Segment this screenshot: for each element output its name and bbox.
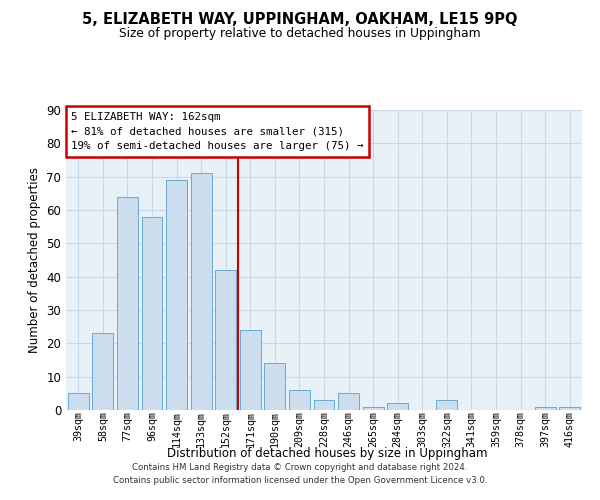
Text: 5, ELIZABETH WAY, UPPINGHAM, OAKHAM, LE15 9PQ: 5, ELIZABETH WAY, UPPINGHAM, OAKHAM, LE1… [82,12,518,28]
Bar [166,180,187,410]
Bar [142,216,163,410]
Bar [117,196,138,410]
Text: Distribution of detached houses by size in Uppingham: Distribution of detached houses by size … [167,448,487,460]
Bar [289,390,310,410]
Bar [265,364,286,410]
Text: 5 ELIZABETH WAY: 162sqm
← 81% of detached houses are smaller (315)
19% of semi-d: 5 ELIZABETH WAY: 162sqm ← 81% of detache… [71,112,364,151]
Bar [240,330,261,410]
Bar [215,270,236,410]
Bar [362,406,383,410]
Bar [92,334,113,410]
Bar [559,406,580,410]
Bar [535,406,556,410]
Text: Size of property relative to detached houses in Uppingham: Size of property relative to detached ho… [119,28,481,40]
Bar [191,174,212,410]
Bar [314,400,334,410]
Text: Contains HM Land Registry data © Crown copyright and database right 2024.
Contai: Contains HM Land Registry data © Crown c… [113,464,487,485]
Bar [436,400,457,410]
Bar [387,404,408,410]
Bar [68,394,89,410]
Y-axis label: Number of detached properties: Number of detached properties [28,167,41,353]
Bar [338,394,359,410]
